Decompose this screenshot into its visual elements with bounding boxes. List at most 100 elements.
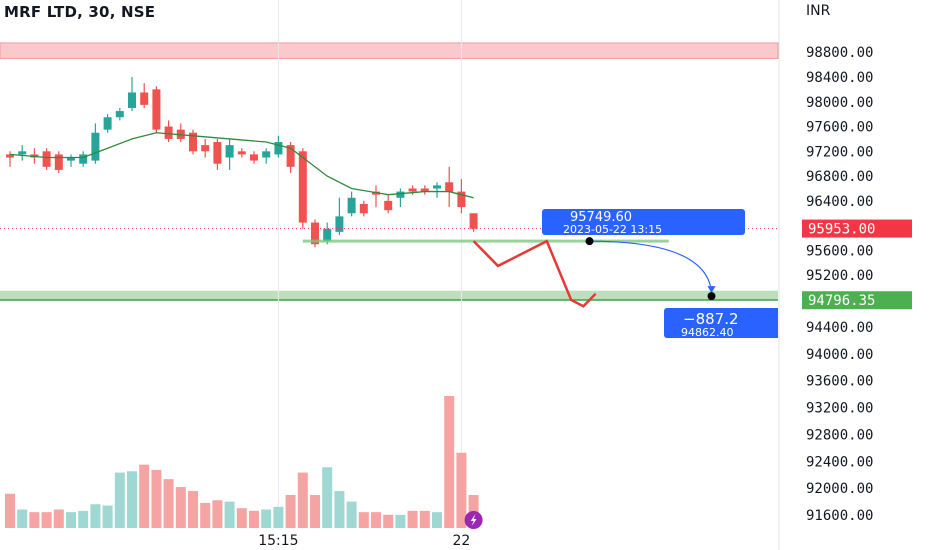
price-tick-label: 92400.00 [806,454,873,470]
price-tick-label: 96400.00 [806,194,873,210]
volume-bar [273,506,284,528]
zones-layer [0,42,779,301]
price-tick-label: 95200.00 [806,268,873,284]
volume-bar [5,493,15,528]
candle-body [128,92,136,108]
volume-bar [297,472,308,528]
volume-bar [334,491,345,528]
price-tick-label: 92000.00 [806,481,873,497]
volume-bar [114,472,125,528]
candle-body [274,142,283,155]
volume-bar [151,469,162,528]
candle-body [164,126,173,139]
measure-end-label [664,308,778,338]
price-tick-label: 97600.00 [806,120,873,136]
candle-body [457,191,466,208]
volume-bar [102,505,113,528]
candle-body [469,213,478,229]
current-price-label: 95953.00 [808,222,875,238]
candle-body [115,111,124,118]
volume-bar [358,512,369,528]
price-tick-label: 96800.00 [806,169,873,185]
candle-body [250,154,258,161]
candle-body [396,191,405,198]
volume-bar [29,512,40,528]
volume-bar [261,509,272,528]
volume-bar [163,479,174,528]
price-tick-label: 98400.00 [806,70,873,86]
candle-body [152,89,161,130]
candle-body [237,151,246,155]
candle-body [201,145,210,152]
candle-body [335,216,344,232]
candle-body [420,188,429,192]
candle-body [384,200,393,211]
candle-body [433,185,441,189]
measure-end-change: −887.2 [683,310,739,328]
candle-body [262,151,271,158]
measure-start-price: 95749.60 [570,210,632,225]
measure-end-dot [707,292,716,301]
volume-bar [249,510,259,528]
candle-body [286,145,295,167]
target-price-tag [802,291,912,310]
candle-body [213,142,222,164]
grid-layer [277,0,462,528]
candle-body [103,117,112,130]
candle-body [91,132,100,161]
resistance-zone [0,42,779,59]
time-tick-label: 22 [452,533,470,549]
measure-end-price: 94862.40 [681,326,734,339]
volume-bar [285,495,296,528]
volume-bar [456,452,467,528]
candle-body [445,182,454,192]
candle-body [42,151,51,167]
volume-bar [200,502,211,528]
volume-bar [90,504,101,528]
volume-bar [371,512,381,528]
volume-layer [5,396,479,528]
candle-body [225,145,234,158]
time-tick-label: 15:15 [258,533,298,549]
volume-bar [212,500,223,528]
candle-body [311,222,319,245]
volume-bar [139,464,150,528]
volume-bar [78,510,89,528]
volume-bar [346,501,357,528]
price-tick-label: 92800.00 [806,427,873,443]
chart-title: MRF LTD, 30, NSE [4,3,156,21]
volume-bar [444,396,455,528]
volume-bar [175,487,186,528]
candles-layer [6,76,478,248]
volume-bar [395,514,406,528]
currency-label: INR [806,3,831,19]
candle-body [323,228,332,242]
price-tick-label: 98000.00 [806,95,873,111]
bolt-icon [470,514,477,526]
candle-body [298,151,307,223]
volume-bar [41,512,52,528]
candle-body [408,188,417,192]
price-tick-label: 93200.00 [806,401,873,417]
projection-arrow [472,239,597,308]
candle-body [6,154,14,158]
current-price-tag [802,219,912,238]
volume-bar [407,510,418,528]
measure-start-label [542,209,745,235]
price-tick-label: 93600.00 [806,374,873,390]
price-tick-label: 95600.00 [806,243,873,259]
volume-bar [188,491,198,528]
volume-bar [66,512,76,528]
volume-bar [17,509,28,528]
support-zone [0,290,778,300]
candle-body [359,203,368,214]
candle-body [189,132,197,152]
price-tick-label: 94400.00 [806,320,873,336]
candle-body [347,197,356,214]
volume-bar [236,508,247,528]
price-tick-label: 97200.00 [806,144,873,160]
